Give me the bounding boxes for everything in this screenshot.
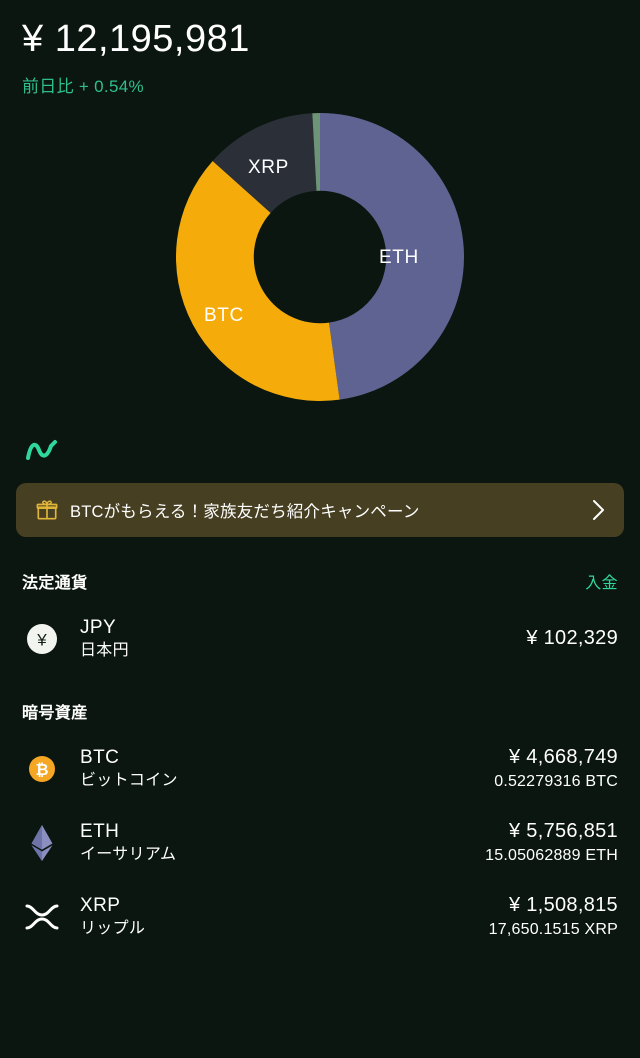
asset-fiat-value-btc: ¥ 4,668,749 xyxy=(509,745,618,768)
asset-symbol-eth: ETH xyxy=(80,820,120,842)
donut-chart[interactable]: ETH BTC XRP xyxy=(172,109,468,405)
crypto-section-title: 暗号資産 xyxy=(22,704,88,722)
asset-names-eth: ETH イーサリアム xyxy=(80,819,485,867)
portfolio-allocation-chart: ETH BTC XRP xyxy=(0,103,640,423)
trend-chart-toggle[interactable] xyxy=(0,423,640,479)
asset-names-jpy: JPY 日本円 xyxy=(80,615,526,663)
asset-row-jpy[interactable]: ¥ JPY 日本円 ¥ 102,329 xyxy=(0,611,640,667)
asset-quantity-xrp: 17,650.1515 XRP xyxy=(488,920,618,938)
asset-names-btc: BTC ビットコイン xyxy=(80,745,494,793)
asset-values-xrp: ¥ 1,508,815 17,650.1515 XRP xyxy=(489,892,618,941)
asset-symbol-btc: BTC xyxy=(80,746,120,768)
asset-names-xrp: XRP リップル xyxy=(80,893,489,941)
asset-values-eth: ¥ 5,756,851 15.05062889 ETH xyxy=(485,818,618,867)
eth-coin-icon xyxy=(22,823,62,863)
asset-row-btc[interactable]: ₿ BTC ビットコイン ¥ 4,668,749 0.52279316 BTC xyxy=(0,741,640,797)
referral-campaign-text: BTCがもらえる！家族友だち紹介キャンペーン xyxy=(70,502,420,521)
btc-coin-icon: ₿ xyxy=(22,749,62,789)
asset-quantity-eth: 15.05062889 ETH xyxy=(485,846,618,864)
asset-values-jpy: ¥ 102,329 xyxy=(526,625,618,652)
asset-row-eth[interactable]: ETH イーサリアム ¥ 5,756,851 15.05062889 ETH xyxy=(0,815,640,871)
line-chart-icon xyxy=(26,439,57,460)
svg-text:₿: ₿ xyxy=(35,761,48,779)
fiat-section-title: 法定通貨 xyxy=(22,574,88,592)
chevron-right-icon xyxy=(593,499,604,520)
crypto-section-header: 暗号資産 xyxy=(0,699,640,723)
asset-fiat-value-eth: ¥ 5,756,851 xyxy=(509,819,618,842)
asset-name-jpy: 日本円 xyxy=(80,642,129,660)
donut-slice-xrp[interactable] xyxy=(212,112,317,213)
asset-name-btc: ビットコイン xyxy=(80,772,178,790)
asset-fiat-value-jpy: ¥ 102,329 xyxy=(526,627,618,650)
balance-summary: ¥ 12,195,981 前日比 + 0.54% xyxy=(0,0,640,97)
total-balance-amount: ¥ 12,195,981 xyxy=(22,18,250,60)
daily-change-label: 前日比 + 0.54% xyxy=(22,76,144,96)
asset-fiat-value-xrp: ¥ 1,508,815 xyxy=(509,893,618,916)
asset-name-eth: イーサリアム xyxy=(80,846,177,864)
donut-slice-eth[interactable] xyxy=(320,112,464,400)
svg-text:¥: ¥ xyxy=(36,630,47,649)
referral-campaign-banner[interactable]: BTCがもらえる！家族友だち紹介キャンペーン xyxy=(16,482,624,537)
donut-chart-svg xyxy=(176,112,464,401)
asset-symbol-xrp: XRP xyxy=(80,894,121,916)
asset-row-xrp[interactable]: XRP リップル ¥ 1,508,815 17,650.1515 XRP xyxy=(0,889,640,945)
jpy-coin-icon: ¥ xyxy=(22,619,62,659)
asset-values-btc: ¥ 4,668,749 0.52279316 BTC xyxy=(494,744,618,793)
xrp-coin-icon xyxy=(22,897,62,937)
fiat-section-header: 法定通貨 入金 xyxy=(0,569,640,593)
asset-quantity-btc: 0.52279316 BTC xyxy=(494,772,618,790)
donut-slice-btc[interactable] xyxy=(176,160,340,401)
asset-name-xrp: リップル xyxy=(80,920,146,938)
deposit-link[interactable]: 入金 xyxy=(585,574,618,592)
gift-icon xyxy=(36,500,58,520)
donut-slice-jpy[interactable] xyxy=(312,112,320,191)
asset-symbol-jpy: JPY xyxy=(80,616,117,638)
